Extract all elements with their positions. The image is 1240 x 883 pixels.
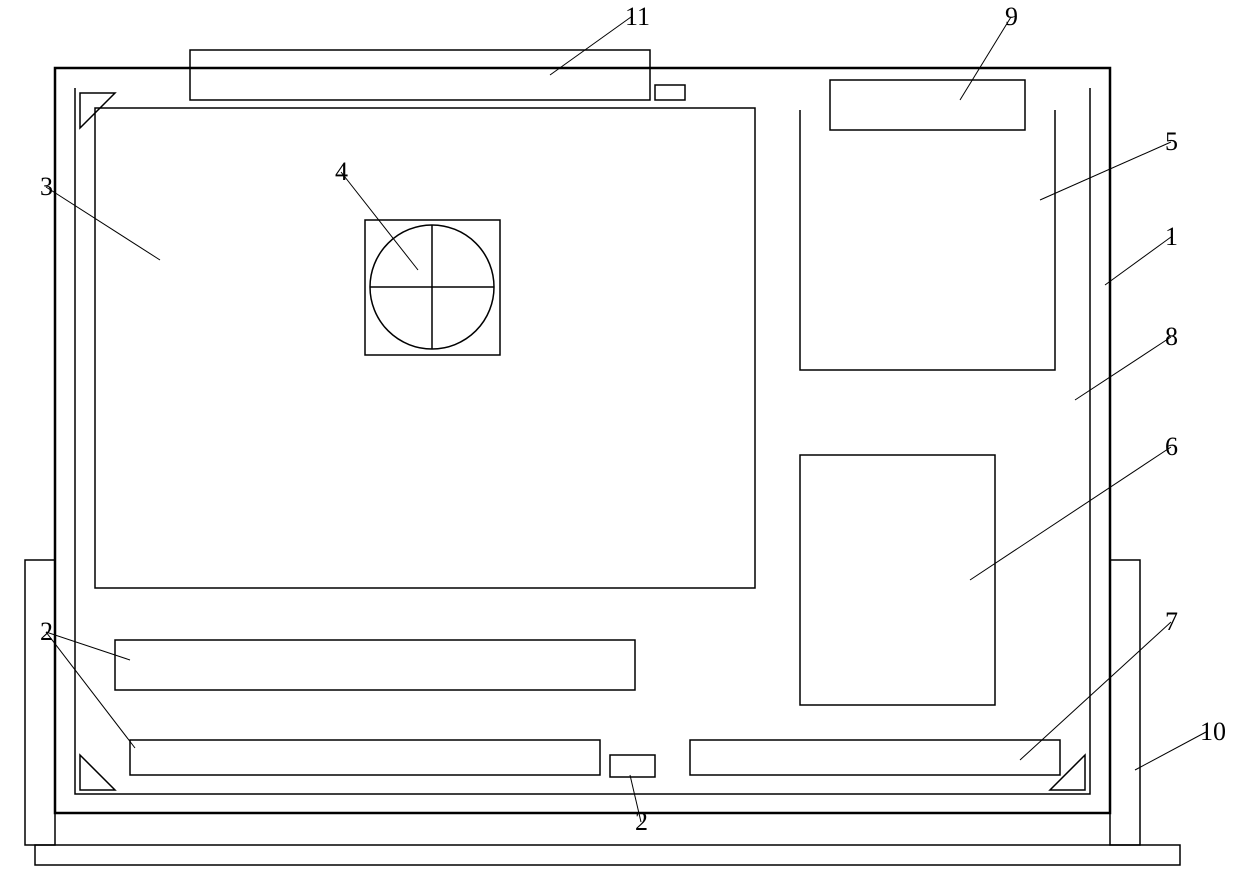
label-2: 2 <box>40 617 53 646</box>
label-11: 11 <box>625 2 650 31</box>
label-7: 7 <box>1165 607 1178 636</box>
label-3: 3 <box>40 172 53 201</box>
label-4: 4 <box>335 157 348 186</box>
label-1: 1 <box>1165 222 1178 251</box>
label-5: 5 <box>1165 127 1178 156</box>
label-2b: 2 <box>635 807 648 836</box>
label-9: 9 <box>1005 2 1018 31</box>
label-10: 10 <box>1200 717 1226 746</box>
label-8: 8 <box>1165 322 1178 351</box>
label-6: 6 <box>1165 432 1178 461</box>
